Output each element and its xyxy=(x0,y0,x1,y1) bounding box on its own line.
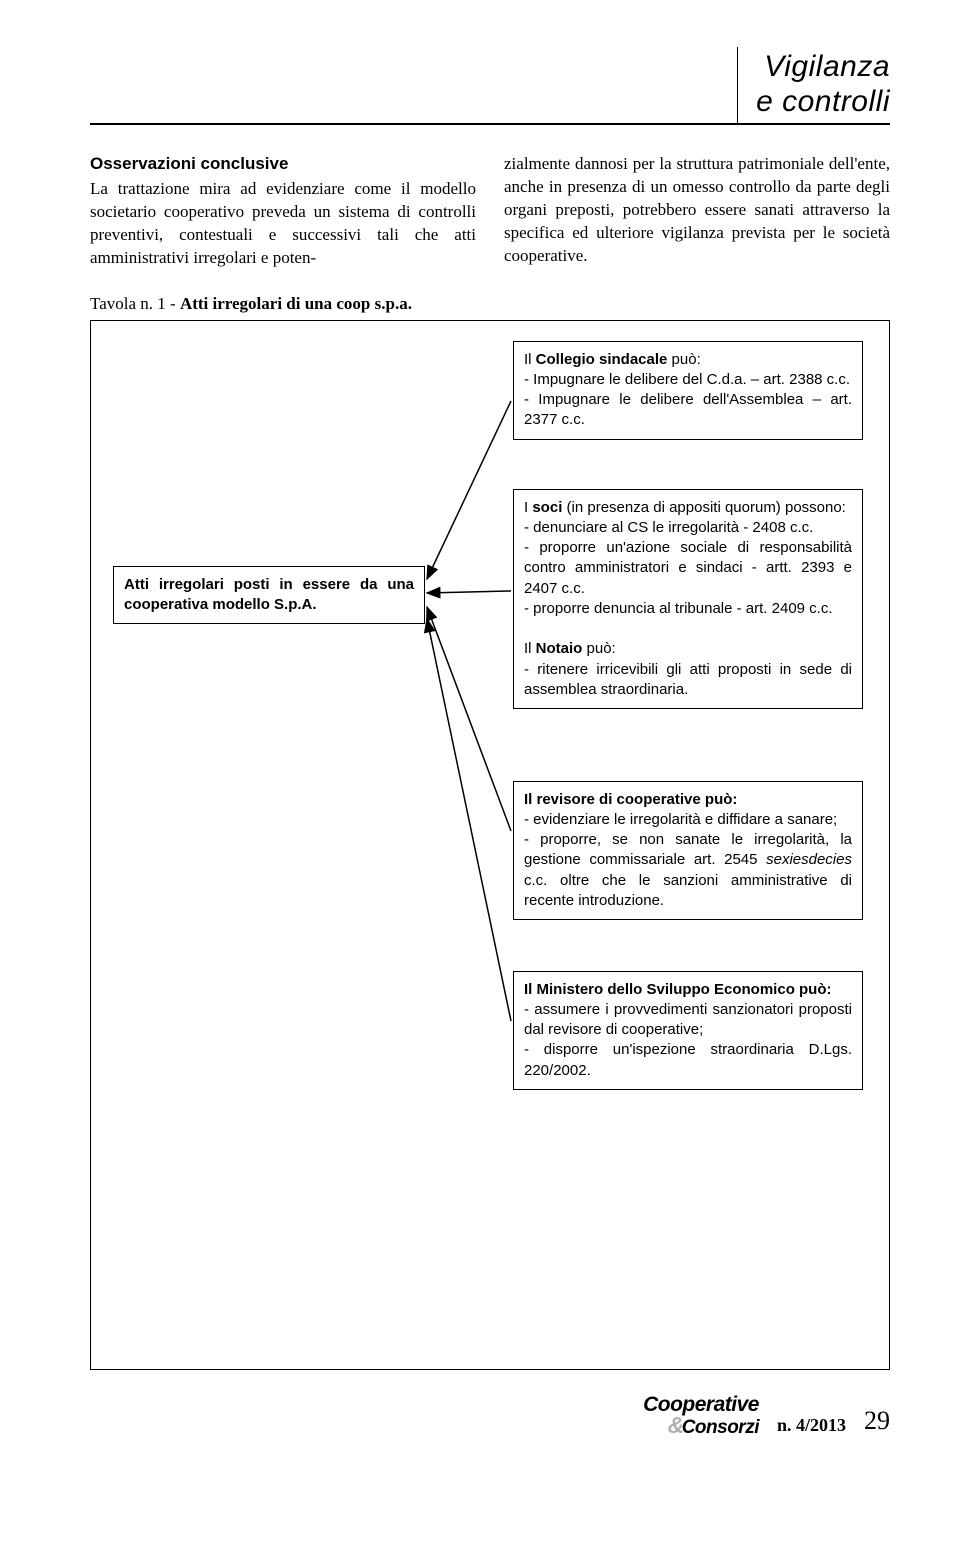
page-number: 29 xyxy=(864,1406,890,1436)
logo-line2: Consorzi xyxy=(682,1417,759,1438)
article-col-right: zialmente dannosi per la struttura patri… xyxy=(504,153,890,270)
diagram-canvas: Atti irregolari posti in essere da una c… xyxy=(113,341,867,1149)
figure-caption-title: Atti irregolari di una coop s.p.a. xyxy=(180,294,412,313)
page-header: Vigilanza e controlli xyxy=(90,50,890,125)
diagram-arrow-3 xyxy=(427,619,511,1021)
header-tick xyxy=(737,47,738,125)
article-col1-text: La trattazione mira ad evidenziare come … xyxy=(90,179,476,267)
article-subheading: Osservazioni conclusive xyxy=(90,153,476,176)
diagram-arrow-1 xyxy=(427,591,511,593)
diagram-node-ministero: Il Ministero dello Sviluppo Economico pu… xyxy=(513,971,863,1090)
section-title-line2: e controlli xyxy=(756,85,890,118)
logo-line1: Cooperative xyxy=(643,1393,759,1416)
publication-logo: Cooperative &Consorzi xyxy=(643,1396,759,1436)
figure-caption-prefix: Tavola n. 1 - xyxy=(90,294,180,313)
article-body: Osservazioni conclusive La trattazione m… xyxy=(90,153,890,270)
page-footer: Cooperative &Consorzi n. 4/2013 29 xyxy=(90,1396,890,1436)
diagram-node-revisore: Il revisore di cooperative può:- evidenz… xyxy=(513,781,863,921)
section-title: Vigilanza e controlli xyxy=(90,50,890,119)
page-root: Vigilanza e controlli Osservazioni concl… xyxy=(0,0,960,1466)
article-col2-text: zialmente dannosi per la struttura patri… xyxy=(504,154,890,265)
diagram-frame: Atti irregolari posti in essere da una c… xyxy=(90,320,890,1370)
diagram-node-soci-notaio: I soci (in presenza di appositi quorum) … xyxy=(513,489,863,710)
figure-caption: Tavola n. 1 - Atti irregolari di una coo… xyxy=(90,294,890,314)
diagram-arrow-2 xyxy=(427,607,511,831)
diagram-arrow-0 xyxy=(427,401,511,579)
article-col-left: Osservazioni conclusive La trattazione m… xyxy=(90,153,476,270)
header-rule xyxy=(90,123,890,125)
section-title-line1: Vigilanza xyxy=(764,50,890,83)
issue-number: n. 4/2013 xyxy=(777,1415,846,1436)
diagram-node-collegio: Il Collegio sindacale può:- Impugnare le… xyxy=(513,341,863,440)
diagram-source-node: Atti irregolari posti in essere da una c… xyxy=(113,566,425,625)
